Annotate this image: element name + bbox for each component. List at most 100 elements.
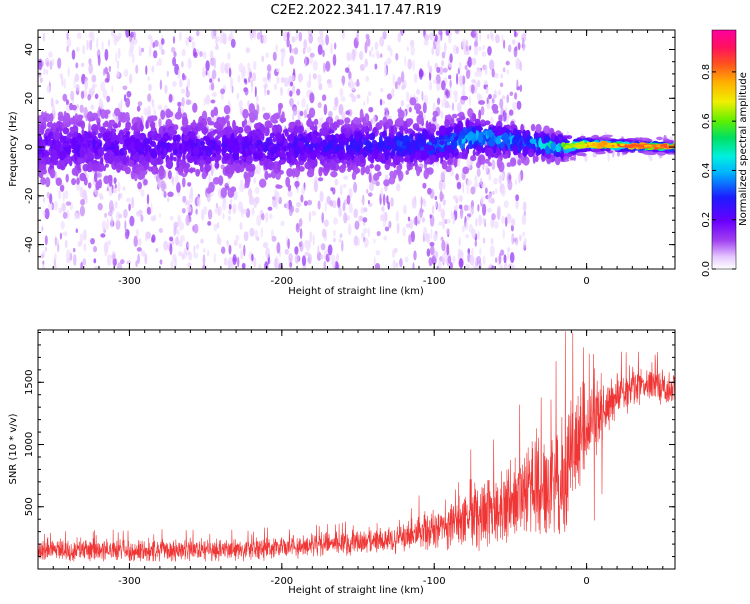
- band-blob: [602, 134, 613, 138]
- noise-blob: [518, 172, 522, 184]
- band-blob: [91, 162, 99, 171]
- noise-blob: [94, 93, 99, 100]
- band-blob: [451, 113, 458, 119]
- noise-blob: [485, 164, 489, 173]
- y-tick-label: -20: [24, 188, 35, 204]
- noise-blob: [111, 253, 116, 260]
- noise-blob: [317, 102, 322, 109]
- band-blob: [72, 115, 76, 124]
- noise-blob: [93, 258, 97, 264]
- band-blob: [298, 160, 305, 166]
- noise-blob: [499, 264, 504, 269]
- colorbar-tick-label: 0.8: [701, 64, 712, 80]
- band-blob: [188, 131, 196, 138]
- band-blob: [458, 134, 462, 146]
- band-core-blob: [629, 144, 638, 147]
- noise-blob: [171, 47, 176, 53]
- noise-blob: [473, 46, 479, 56]
- noise-blob: [62, 93, 68, 102]
- noise-blob: [126, 260, 131, 265]
- noise-blob: [462, 75, 466, 85]
- noise-blob: [484, 64, 488, 76]
- noise-blob: [431, 47, 435, 56]
- noise-blob: [325, 60, 331, 72]
- band-core-blob: [597, 143, 604, 147]
- band-core-blob: [645, 146, 652, 149]
- noise-blob: [74, 211, 77, 220]
- noise-blob: [406, 46, 409, 52]
- noise-blob: [382, 194, 386, 206]
- noise-blob: [151, 65, 155, 73]
- noise-blob: [114, 201, 118, 209]
- noise-blob: [132, 38, 138, 45]
- noise-blob: [304, 251, 310, 256]
- band-blob: [87, 111, 94, 122]
- band-blob: [461, 126, 468, 136]
- band-blob: [46, 121, 54, 128]
- band-blob: [38, 163, 46, 170]
- noise-blob: [416, 88, 421, 95]
- band-blob: [260, 144, 266, 149]
- band-blob: [74, 113, 78, 120]
- noise-blob: [473, 265, 478, 269]
- noise-blob: [306, 103, 309, 111]
- band-blob: [406, 128, 414, 134]
- noise-blob: [367, 91, 372, 96]
- noise-blob: [138, 45, 141, 56]
- noise-blob: [503, 39, 506, 49]
- band-blob: [287, 133, 295, 144]
- noise-blob: [203, 97, 207, 106]
- noise-blob: [46, 61, 50, 67]
- band-blob: [418, 133, 424, 144]
- band-blob: [351, 122, 356, 131]
- noise-blob: [459, 204, 463, 210]
- band-blob: [508, 109, 514, 116]
- band-blob: [388, 176, 396, 185]
- noise-blob: [419, 207, 424, 218]
- noise-blob: [177, 68, 181, 76]
- noise-blob: [126, 197, 131, 203]
- y-tick-label: 1000: [24, 432, 35, 457]
- noise-blob: [522, 231, 525, 237]
- band-blob: [580, 135, 586, 139]
- noise-blob: [488, 94, 492, 100]
- noise-blob: [489, 59, 495, 71]
- band-blob: [160, 137, 165, 143]
- noise-blob: [346, 194, 351, 205]
- band-blob: [167, 170, 172, 180]
- noise-blob: [428, 81, 433, 91]
- noise-blob: [89, 39, 93, 51]
- band-blob: [87, 150, 94, 160]
- noise-blob: [57, 242, 60, 253]
- noise-blob: [295, 207, 300, 213]
- band-core-blob: [635, 144, 642, 148]
- noise-blob: [156, 62, 159, 67]
- noise-blob: [517, 42, 521, 51]
- band-blob: [65, 99, 69, 105]
- noise-blob: [196, 196, 201, 208]
- band-blob: [268, 173, 272, 179]
- noise-blob: [442, 199, 446, 206]
- noise-blob: [289, 261, 293, 268]
- noise-blob: [325, 34, 329, 46]
- noise-blob: [49, 60, 53, 70]
- noise-blob: [247, 76, 251, 83]
- noise-blob: [441, 194, 445, 200]
- noise-blob: [247, 62, 250, 71]
- band-blob: [248, 112, 255, 118]
- noise-blob: [432, 79, 437, 85]
- band-blob: [143, 179, 148, 186]
- noise-blob: [482, 203, 487, 216]
- noise-blob: [82, 258, 87, 266]
- noise-blob: [338, 103, 344, 116]
- noise-blob: [56, 238, 60, 245]
- band-blob: [45, 113, 51, 123]
- noise-blob: [395, 210, 399, 222]
- noise-blob: [263, 242, 268, 249]
- noise-blob: [321, 228, 327, 238]
- band-blob: [244, 179, 250, 189]
- noise-blob: [458, 195, 464, 203]
- noise-blob: [230, 198, 233, 205]
- band-blob: [350, 151, 355, 161]
- noise-blob: [177, 214, 182, 225]
